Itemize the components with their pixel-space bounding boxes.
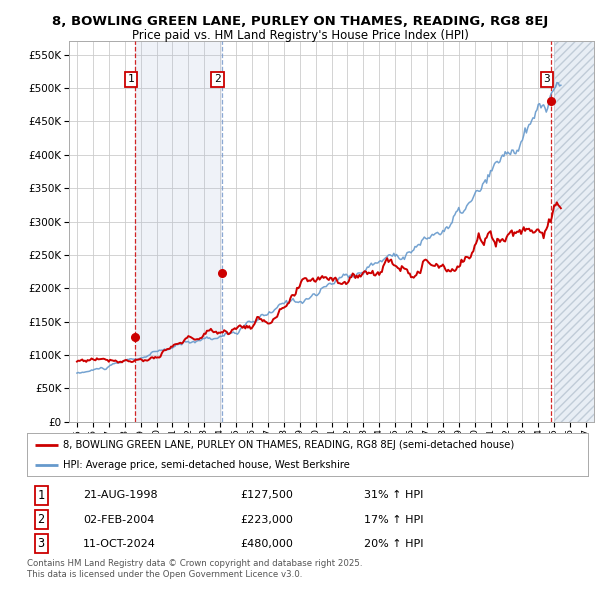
Text: 3: 3	[37, 537, 44, 550]
Text: Contains HM Land Registry data © Crown copyright and database right 2025.
This d: Contains HM Land Registry data © Crown c…	[27, 559, 362, 579]
Text: 31% ↑ HPI: 31% ↑ HPI	[364, 490, 423, 500]
Text: 2: 2	[37, 513, 44, 526]
Text: 21-AUG-1998: 21-AUG-1998	[83, 490, 158, 500]
Text: 8, BOWLING GREEN LANE, PURLEY ON THAMES, READING, RG8 8EJ: 8, BOWLING GREEN LANE, PURLEY ON THAMES,…	[52, 15, 548, 28]
Text: 02-FEB-2004: 02-FEB-2004	[83, 514, 154, 525]
Text: 11-OCT-2024: 11-OCT-2024	[83, 539, 156, 549]
Text: 17% ↑ HPI: 17% ↑ HPI	[364, 514, 423, 525]
Text: £127,500: £127,500	[240, 490, 293, 500]
Bar	[135, 41, 221, 422]
Text: 3: 3	[544, 74, 550, 84]
Text: 2: 2	[214, 74, 221, 84]
Text: 1: 1	[37, 489, 44, 502]
Text: HPI: Average price, semi-detached house, West Berkshire: HPI: Average price, semi-detached house,…	[64, 460, 350, 470]
Text: 20% ↑ HPI: 20% ↑ HPI	[364, 539, 423, 549]
Bar	[554, 41, 594, 422]
Text: £223,000: £223,000	[240, 514, 293, 525]
Text: 8, BOWLING GREEN LANE, PURLEY ON THAMES, READING, RG8 8EJ (semi-detached house): 8, BOWLING GREEN LANE, PURLEY ON THAMES,…	[64, 440, 515, 450]
Text: Price paid vs. HM Land Registry's House Price Index (HPI): Price paid vs. HM Land Registry's House …	[131, 30, 469, 42]
Text: £480,000: £480,000	[240, 539, 293, 549]
Text: 1: 1	[128, 74, 134, 84]
